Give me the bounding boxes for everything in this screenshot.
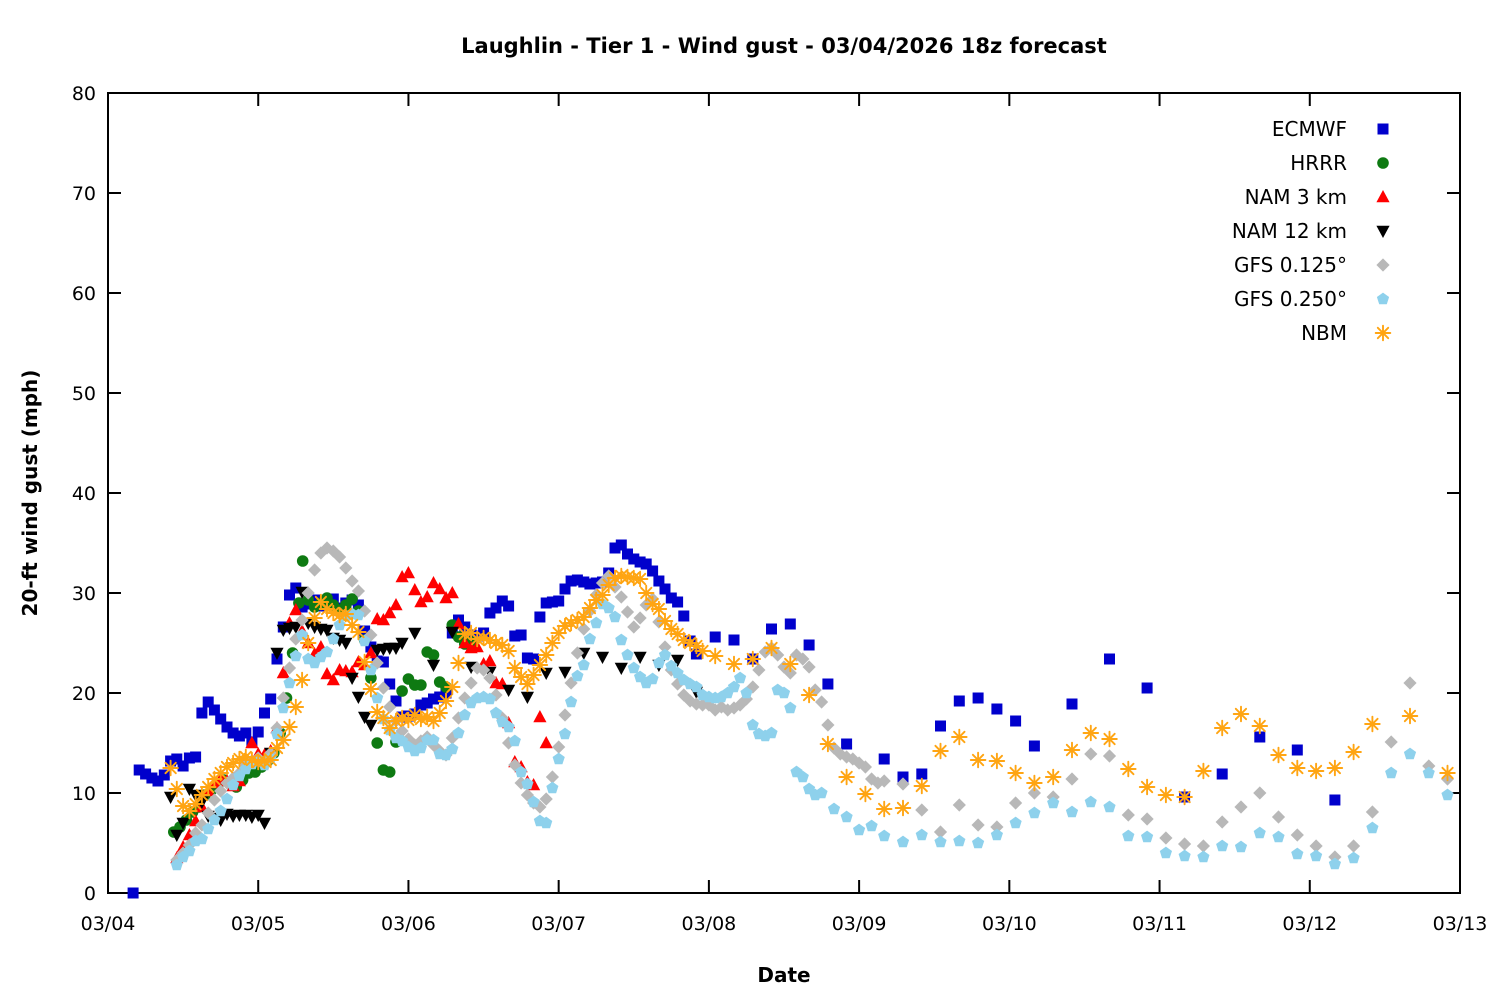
series-nbm: [162, 567, 1456, 820]
legend-item-ecmwf: ECMWF: [1272, 117, 1389, 141]
x-axis-tick-labels: 03/04 03/05 03/06 03/07 03/08 03/09 03/10 03/11…: [81, 913, 1488, 935]
legend: ECMWF HRRR NAM 3 km NAM 12 km GFS 0.125° GFS …: [1232, 117, 1392, 345]
x-tick-label: 03/10: [982, 913, 1037, 935]
y-tick-label: 0: [84, 883, 96, 905]
legend-label: NAM 3 km: [1245, 185, 1347, 209]
legend-item-hrrr: HRRR: [1290, 151, 1389, 175]
legend-label: NBM: [1301, 321, 1347, 345]
x-axis-label: Date: [757, 963, 811, 987]
x-tick-label: 03/06: [381, 913, 436, 935]
legend-label: HRRR: [1290, 151, 1347, 175]
x-tick-label: 03/11: [1132, 913, 1187, 935]
chart-title: Laughlin - Tier 1 - Wind gust - 03/04/20…: [461, 34, 1107, 58]
x-tick-label: 03/04: [81, 913, 136, 935]
legend-item-nbm: NBM: [1301, 321, 1392, 345]
y-axis-tick-labels: 0 10 20 30 40 50 60 70 80: [72, 83, 96, 905]
y-tick-label: 60: [72, 283, 96, 305]
x-tick-label: 03/08: [682, 913, 737, 935]
legend-item-nam-12-km: NAM 12 km: [1232, 219, 1390, 243]
series-gfs-0-125: [170, 541, 1455, 867]
y-tick-label: 40: [72, 483, 96, 505]
x-tick-label: 03/12: [1282, 913, 1337, 935]
legend-label: NAM 12 km: [1232, 219, 1347, 243]
y-axis-ticks: [108, 92, 1460, 894]
y-tick-label: 80: [72, 83, 96, 105]
x-axis-ticks: [107, 93, 1461, 893]
x-tick-label: 03/05: [231, 913, 286, 935]
y-tick-label: 50: [72, 383, 96, 405]
x-tick-label: 03/09: [832, 913, 887, 935]
y-tick-label: 70: [72, 183, 96, 205]
legend-item-gfs-0-250: GFS 0.250°: [1234, 287, 1390, 311]
y-tick-label: 20: [72, 683, 96, 705]
y-tick-label: 10: [72, 783, 96, 805]
legend-item-nam-3-km: NAM 3 km: [1245, 185, 1390, 209]
legend-item-gfs-0-125: GFS 0.125°: [1234, 253, 1390, 277]
x-tick-label: 03/07: [531, 913, 586, 935]
plot-border: [107, 92, 1461, 894]
legend-label: ECMWF: [1272, 117, 1347, 141]
y-tick-label: 30: [72, 583, 96, 605]
series-gfs-0-250: [170, 597, 1454, 871]
legend-label: GFS 0.125°: [1234, 253, 1347, 277]
x-tick-label: 03/13: [1433, 913, 1488, 935]
legend-label: GFS 0.250°: [1234, 287, 1347, 311]
